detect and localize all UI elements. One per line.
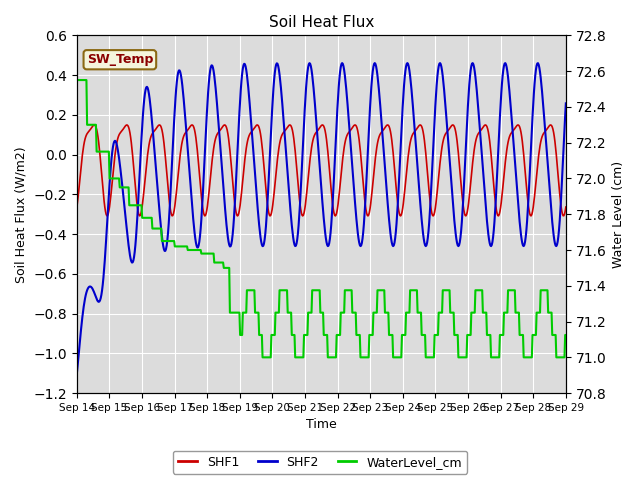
X-axis label: Time: Time bbox=[306, 419, 337, 432]
Text: SW_Temp: SW_Temp bbox=[86, 53, 153, 66]
Y-axis label: Soil Heat Flux (W/m2): Soil Heat Flux (W/m2) bbox=[15, 146, 28, 283]
Y-axis label: Water Level (cm): Water Level (cm) bbox=[612, 161, 625, 268]
Title: Soil Heat Flux: Soil Heat Flux bbox=[269, 15, 374, 30]
Legend: SHF1, SHF2, WaterLevel_cm: SHF1, SHF2, WaterLevel_cm bbox=[173, 451, 467, 474]
